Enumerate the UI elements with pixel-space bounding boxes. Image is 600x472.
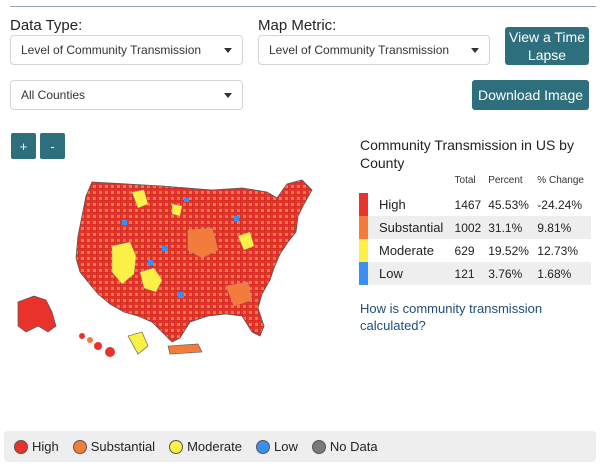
panel-title: Community Transmission in US by County bbox=[360, 137, 574, 171]
legend-item-moderate: Moderate bbox=[169, 439, 242, 454]
header-total: Total bbox=[454, 175, 476, 186]
moderate-zone-east bbox=[237, 231, 255, 251]
substantial-zone-southeast bbox=[225, 281, 253, 307]
row-total: 1002 bbox=[452, 216, 487, 239]
contiguous-us-shape bbox=[75, 179, 313, 343]
row-percent: 19.52% bbox=[488, 243, 529, 258]
time-lapse-label-line1: View a Time bbox=[509, 29, 585, 45]
row-percent: 45.53% bbox=[488, 197, 529, 212]
moderate-zone-southwest bbox=[139, 267, 163, 293]
map-metric-value: Level of Community Transmission bbox=[269, 43, 450, 57]
data-type-value: Level of Community Transmission bbox=[21, 43, 202, 57]
substantial-zone-plains bbox=[187, 227, 219, 259]
table-row: Substantial 1002 31.1% 9.81% bbox=[359, 216, 591, 239]
legend-label: High bbox=[32, 439, 59, 454]
row-name: Low bbox=[372, 262, 453, 285]
moderate-swatch bbox=[359, 239, 368, 262]
low-dot-icon bbox=[256, 439, 270, 454]
legend-label: No Data bbox=[329, 439, 378, 454]
transmission-info-link[interactable]: How is community transmission calculated… bbox=[360, 301, 543, 333]
data-type-label: Data Type: bbox=[10, 17, 83, 34]
moderate-zone-plains bbox=[171, 203, 183, 217]
low-swatch bbox=[359, 262, 368, 285]
map-svg bbox=[17, 179, 313, 357]
legend-label: Moderate bbox=[187, 439, 242, 454]
county-select[interactable]: All Counties bbox=[10, 80, 243, 110]
row-name: Substantial bbox=[372, 216, 453, 239]
map-metric-select[interactable]: Level of Community Transmission bbox=[258, 35, 490, 65]
chevron-down-icon bbox=[224, 92, 232, 98]
low-zone-4 bbox=[122, 220, 127, 225]
table-row: Low 121 3.76% 1.68% bbox=[359, 262, 591, 285]
row-total: 121 bbox=[452, 262, 487, 285]
zoom-in-button[interactable]: + bbox=[11, 133, 36, 159]
low-zone-2 bbox=[148, 260, 153, 265]
download-image-button[interactable]: Download Image bbox=[472, 80, 589, 110]
row-name: Moderate bbox=[379, 243, 434, 258]
row-change: -24.24% bbox=[537, 197, 582, 212]
moderate-zone-west bbox=[111, 241, 137, 285]
transmission-table: Total Percent % Change High 1467 45.53% … bbox=[359, 172, 591, 285]
chevron-down-icon bbox=[471, 47, 479, 53]
low-zone-5 bbox=[184, 198, 189, 202]
header-percent: Percent bbox=[488, 175, 523, 186]
time-lapse-label-line2: Lapse bbox=[527, 47, 567, 63]
legend-item-high: High bbox=[14, 439, 59, 454]
header-change: % Change bbox=[537, 175, 584, 186]
map-metric-label: Map Metric: bbox=[258, 17, 337, 34]
high-swatch bbox=[359, 193, 368, 216]
legend-item-substantial: Substantial bbox=[72, 439, 156, 454]
hawaii-island bbox=[79, 333, 85, 339]
view-time-lapse-button[interactable]: View a Time Lapse bbox=[505, 27, 589, 65]
legend-label: Substantial bbox=[90, 439, 156, 454]
map-legend: High Substantial Moderate Low No Data bbox=[4, 431, 596, 462]
row-change: 9.81% bbox=[535, 216, 591, 239]
legend-item-no-data: No Data bbox=[311, 439, 378, 454]
row-change: 1.68% bbox=[535, 262, 591, 285]
us-county-map[interactable] bbox=[12, 176, 348, 376]
territory-shape bbox=[127, 331, 149, 355]
row-change: 12.73% bbox=[537, 243, 578, 258]
row-total: 1467 bbox=[454, 197, 482, 212]
substantial-swatch bbox=[359, 216, 368, 239]
top-divider bbox=[10, 6, 596, 7]
county-value: All Counties bbox=[21, 88, 86, 102]
low-zone-1 bbox=[162, 246, 168, 251]
puerto-rico-shape bbox=[167, 343, 203, 355]
alaska-shape bbox=[17, 295, 57, 333]
moderate-zone-north bbox=[131, 189, 149, 209]
substantial-dot-icon bbox=[72, 439, 87, 454]
low-zone-6 bbox=[234, 216, 239, 221]
row-percent: 31.1% bbox=[486, 216, 536, 239]
zoom-out-button[interactable]: - bbox=[40, 133, 65, 159]
table-row: Moderate 629 19.52% 12.73% bbox=[359, 239, 591, 262]
table-row: High 1467 45.53% -24.24% bbox=[359, 193, 591, 216]
legend-label: Low bbox=[274, 439, 298, 454]
legend-item-low: Low bbox=[256, 439, 298, 454]
low-zone-3 bbox=[178, 292, 184, 298]
chevron-down-icon bbox=[224, 47, 232, 53]
moderate-dot-icon bbox=[169, 439, 184, 454]
row-name: High bbox=[379, 197, 406, 212]
data-type-select[interactable]: Level of Community Transmission bbox=[10, 35, 243, 65]
high-dot-icon bbox=[14, 439, 28, 454]
row-percent: 3.76% bbox=[486, 262, 536, 285]
table-header-row: Total Percent % Change bbox=[359, 172, 591, 193]
row-total: 629 bbox=[454, 243, 475, 258]
no-data-dot-icon bbox=[311, 439, 326, 454]
